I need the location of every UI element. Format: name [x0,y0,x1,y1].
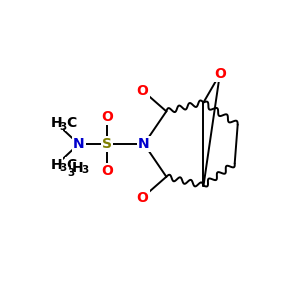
Text: O: O [101,110,113,124]
Text: 3: 3 [59,122,67,132]
Text: S: S [102,137,112,151]
Text: C: C [66,158,76,172]
Text: O: O [136,190,148,205]
Text: 3: 3 [59,164,67,173]
Text: N: N [73,137,85,151]
Text: C: C [66,158,76,172]
Text: H: H [72,161,84,176]
Text: O: O [101,164,113,178]
Text: H: H [51,116,62,130]
Text: 3: 3 [68,168,75,178]
Text: C: C [66,116,76,130]
Text: O: O [136,84,148,98]
Text: N: N [138,137,150,151]
Text: H: H [51,158,62,172]
Text: 3: 3 [81,165,88,175]
Text: O: O [214,67,226,81]
